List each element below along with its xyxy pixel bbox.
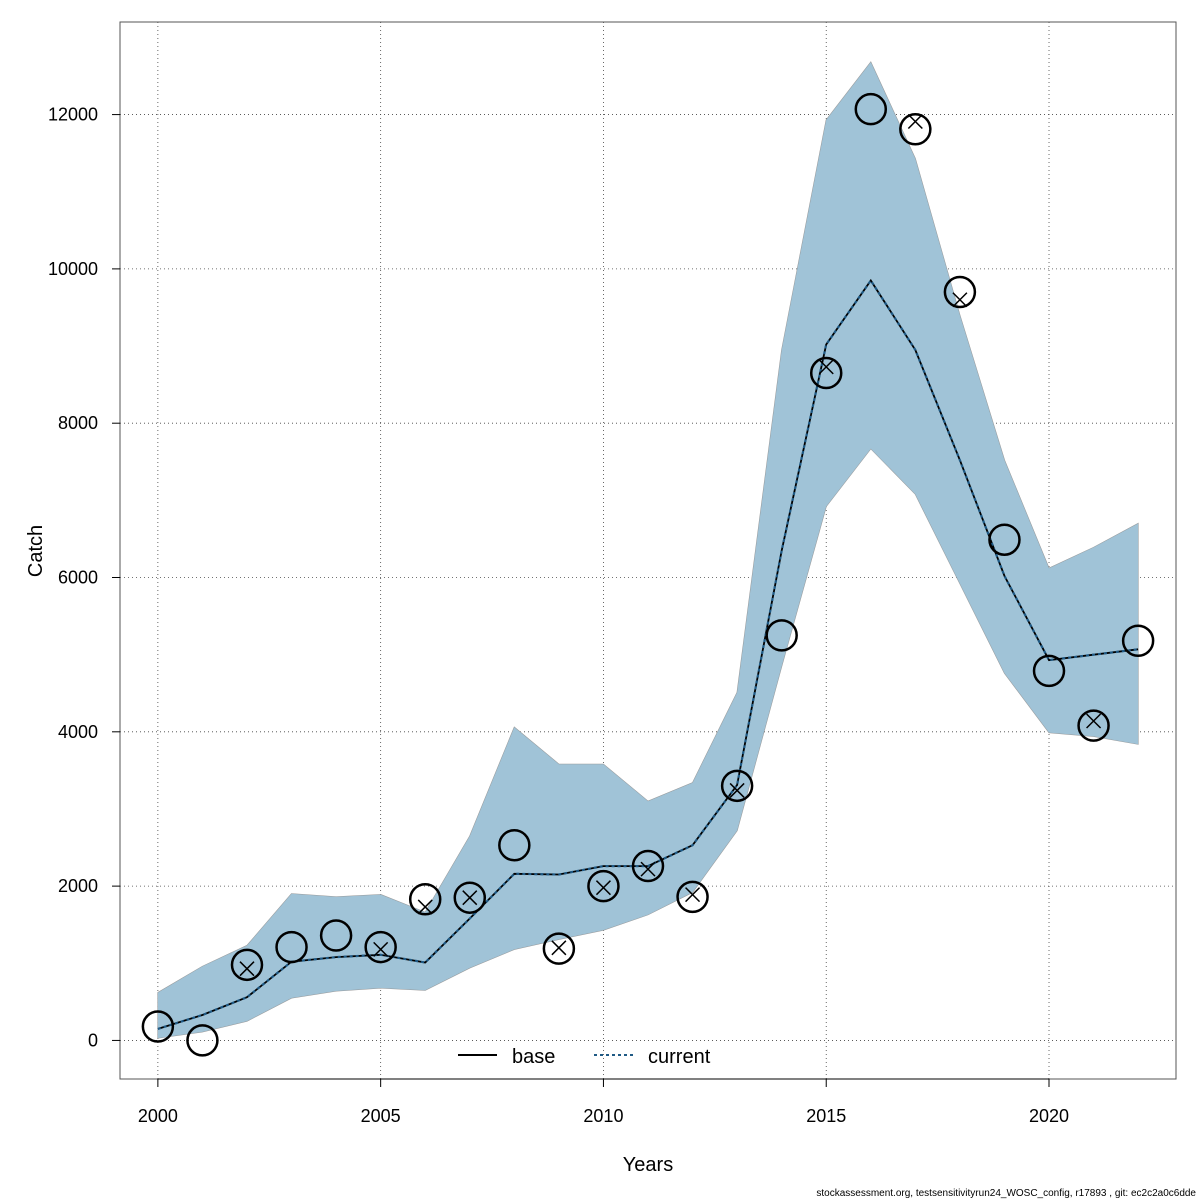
observed-circle-2008 bbox=[498, 828, 531, 862]
series-lines bbox=[157, 278, 1139, 1030]
grid-lines bbox=[120, 22, 1176, 1079]
y-tick-label-8000: 8000 bbox=[58, 413, 98, 433]
legend-current-label: current bbox=[648, 1046, 711, 1068]
y-tick-label-12000: 12000 bbox=[48, 105, 98, 125]
observed-cross-2006 bbox=[417, 899, 433, 915]
observed-circle-2021 bbox=[1077, 709, 1110, 742]
observed-circle-2009 bbox=[542, 932, 576, 965]
legend: base current bbox=[458, 1046, 711, 1068]
observed-circle-2003 bbox=[275, 930, 308, 964]
x-tick-label-2000: 2000 bbox=[138, 1106, 178, 1126]
observed-circle-2001 bbox=[186, 1024, 219, 1057]
observed-circle-2017 bbox=[899, 112, 932, 146]
x-tick-label-2010: 2010 bbox=[583, 1106, 623, 1126]
observed-circle-2014 bbox=[765, 619, 798, 652]
y-axis-title: Catch bbox=[25, 525, 47, 577]
observed-circle-2002 bbox=[230, 948, 264, 982]
observed-circle-2013 bbox=[720, 769, 754, 803]
observed-points bbox=[141, 92, 1155, 1057]
observed-cross-2005 bbox=[373, 941, 389, 957]
confidence-bands bbox=[157, 61, 1139, 1039]
observed-cross-2007 bbox=[462, 890, 478, 906]
legend-base-label: base bbox=[512, 1046, 555, 1068]
axes: 2000 2005 2010 2015 2020 0 2000 4000 6000 8000 100… bbox=[48, 105, 1069, 1126]
y-tick-label-2000: 2000 bbox=[58, 876, 98, 896]
observed-circle-2011 bbox=[631, 849, 665, 883]
observed-circle-2016 bbox=[854, 92, 888, 126]
x-tick-label-2005: 2005 bbox=[361, 1106, 401, 1126]
observed-circle-2004 bbox=[319, 919, 353, 952]
y-tick-label-6000: 6000 bbox=[58, 568, 98, 588]
line-current bbox=[157, 278, 1139, 1030]
x-tick-label-2015: 2015 bbox=[806, 1106, 846, 1126]
y-tick-label-0: 0 bbox=[88, 1030, 98, 1050]
observed-circle-2018 bbox=[943, 275, 977, 309]
observed-cross-2017 bbox=[907, 113, 923, 130]
observed-circle-2020 bbox=[1032, 654, 1066, 688]
x-axis-title: Years bbox=[623, 1154, 673, 1176]
observed-cross-2018 bbox=[952, 292, 968, 308]
observed-cross-2009 bbox=[551, 940, 567, 956]
observed-cross-2011 bbox=[640, 861, 656, 877]
observed-circle-2019 bbox=[988, 523, 1021, 556]
observed-circle-2006 bbox=[408, 882, 442, 916]
observed-circle-2012 bbox=[676, 880, 709, 914]
y-tick-label-10000: 10000 bbox=[48, 259, 98, 279]
observed-circle-2000 bbox=[141, 1010, 175, 1043]
observed-cross-2021 bbox=[1086, 713, 1102, 729]
observed-cross-2002 bbox=[239, 961, 255, 977]
observed-cross-2010 bbox=[595, 880, 611, 896]
observed-circle-2022 bbox=[1121, 624, 1155, 658]
observed-circle-2007 bbox=[453, 881, 487, 914]
observed-circle-2010 bbox=[587, 869, 620, 903]
band-current bbox=[157, 62, 1139, 1039]
observed-cross-2012 bbox=[685, 887, 701, 903]
observed-cross-2013 bbox=[729, 782, 745, 798]
x-tick-label-2020: 2020 bbox=[1029, 1106, 1069, 1126]
observed-circle-2005 bbox=[364, 930, 397, 964]
footer-text: stockassessment.org, testsensitivityrun2… bbox=[816, 1188, 1196, 1199]
observed-circle-2015 bbox=[809, 356, 843, 390]
observed-cross-2015 bbox=[818, 359, 834, 375]
y-tick-label-4000: 4000 bbox=[58, 722, 98, 742]
